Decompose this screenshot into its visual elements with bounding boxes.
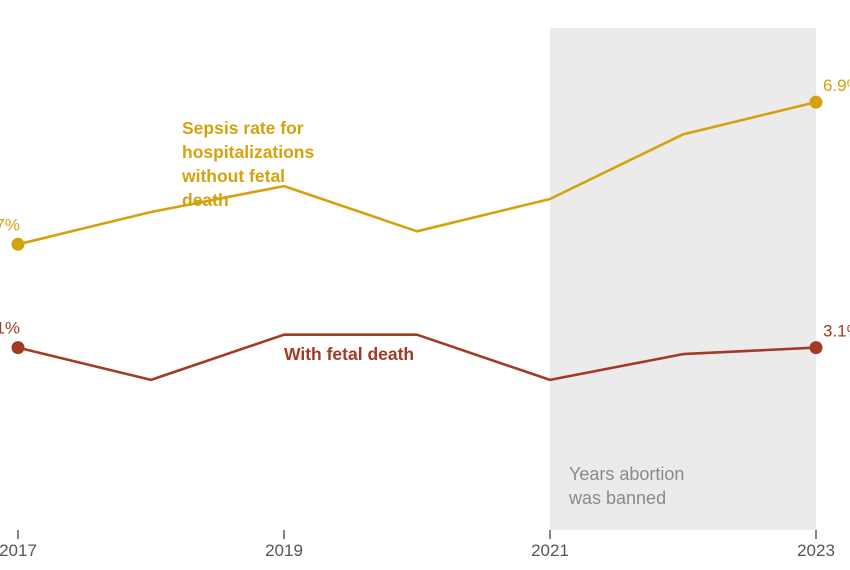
series-line-with-fetal-death: [16, 333, 818, 382]
series-label-with-fetal-death: With fetal death: [284, 344, 414, 364]
end-value-label: 3.1%: [823, 322, 850, 341]
start-value-label: 3.1%: [0, 319, 20, 338]
start-point: [11, 237, 25, 251]
label-layer: 4.7% 6.9% 3.1% 3.1% Sepsis rate for hospitali…: [0, 76, 850, 364]
x-axis: 2017 2019 2021 2023: [0, 530, 835, 560]
ban-period-label-line: was banned: [568, 488, 666, 508]
series-layer: [11, 95, 823, 382]
series-label-line: without fetal: [181, 166, 285, 186]
series-label-line: With fetal death: [284, 344, 414, 364]
x-tick-label: 2021: [531, 541, 569, 560]
x-tick-label: 2023: [797, 541, 835, 560]
series-label-line: hospitalizations: [182, 142, 315, 162]
ban-period-shade: [550, 28, 816, 530]
x-tick-label: 2017: [0, 541, 37, 560]
x-tick-label: 2019: [265, 541, 303, 560]
start-value-label: 4.7%: [0, 215, 20, 234]
ban-period-label-line: Years abortion: [569, 464, 684, 484]
ban-period-label: Years abortion was banned: [568, 464, 684, 508]
end-value-label: 6.9%: [823, 76, 850, 95]
series-line-without-fetal-death: [16, 100, 818, 246]
end-point: [809, 341, 823, 355]
series-label-line: death: [182, 190, 229, 210]
series-label-without-fetal-death: Sepsis rate for hospitalizations without f…: [181, 118, 315, 210]
shaded-region-layer: Years abortion was banned: [550, 28, 816, 530]
start-point: [11, 341, 25, 355]
series-label-line: Sepsis rate for: [182, 118, 304, 138]
end-point: [809, 95, 823, 109]
